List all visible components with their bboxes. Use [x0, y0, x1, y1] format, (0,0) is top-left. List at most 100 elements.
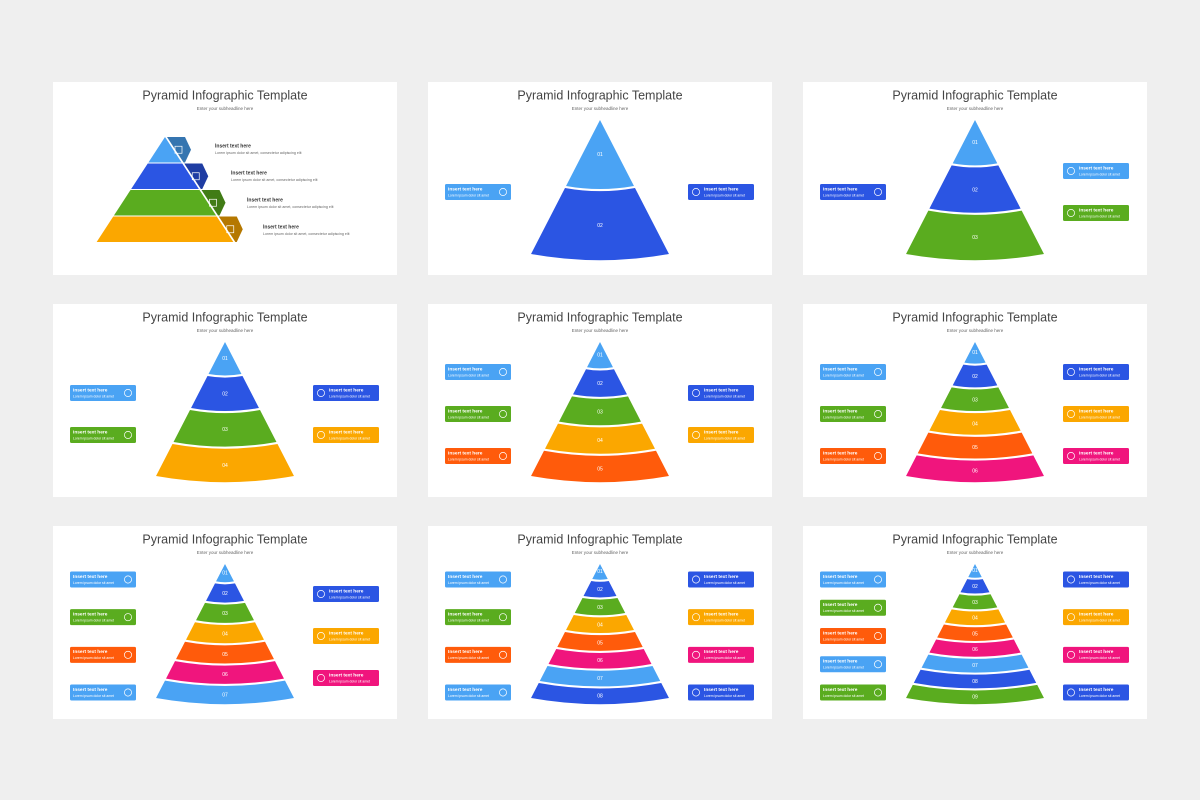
pyramid-layer — [96, 216, 234, 242]
callout-icon — [499, 688, 507, 697]
slide-title: Pyramid Infographic Template — [142, 310, 307, 324]
layer-label: 01 — [597, 152, 603, 158]
pyramid-layer — [531, 450, 669, 483]
callout-icon — [499, 575, 507, 584]
callout-title: Insert text here — [215, 143, 251, 149]
callout-title: Insert text here — [329, 672, 364, 678]
callout-icon — [874, 632, 882, 640]
callout-text: Lorem ipsum dolor sit amet — [823, 457, 864, 461]
callout-text: Lorem ipsum dolor sit amet, consectetur … — [215, 151, 302, 155]
callout-text: Lorem ipsum dolor sit amet — [448, 656, 489, 660]
callout-title: Insert text here — [73, 429, 108, 435]
layer-label: 02 — [597, 223, 603, 229]
slide: Pyramid Infographic Template Enter your s… — [803, 82, 1147, 275]
pyramid-layer — [944, 609, 1006, 626]
callout-icon — [499, 410, 507, 418]
pyramid-layer — [559, 396, 641, 426]
callout-text: Lorem ipsum dolor sit amet — [448, 619, 489, 623]
layer-label: 03 — [972, 398, 978, 404]
callout-text: Lorem ipsum dolor sit amet — [448, 193, 489, 197]
callout-title: Insert text here — [73, 387, 108, 393]
layer-label: 07 — [972, 663, 978, 669]
callout-icon — [124, 688, 132, 697]
callout-title: Insert text here — [448, 408, 483, 414]
layer-label: 01 — [972, 140, 978, 146]
callout-title: Insert text here — [448, 574, 483, 580]
callout-title: Insert text here — [704, 387, 739, 393]
callout-text: Lorem ipsum dolor sit amet — [1079, 656, 1120, 660]
callout-title: Insert text here — [329, 588, 364, 594]
layer-label: 03 — [222, 427, 228, 433]
pyramid-layer — [952, 120, 998, 166]
callout-title: Insert text here — [704, 649, 739, 655]
callout-box — [70, 684, 136, 701]
callout-title: Insert text here — [448, 450, 483, 456]
tab-icon — [226, 225, 235, 234]
callout-text: Lorem ipsum dolor sit amet, consectetur … — [247, 205, 334, 209]
callout-box — [820, 656, 886, 673]
callout-box — [1063, 364, 1129, 380]
callout-title: Insert text here — [823, 687, 858, 693]
callout-icon — [1067, 452, 1075, 460]
callout-title: Insert text here — [1079, 687, 1114, 693]
pyramid-layer — [913, 669, 1037, 689]
pyramid-layer — [952, 594, 998, 610]
layer-label: 02 — [222, 392, 228, 398]
slide-subtitle: Enter your subheadline here — [197, 106, 254, 111]
callout-icon — [124, 613, 132, 622]
callout-text: Lorem ipsum dolor sit amet — [329, 679, 370, 683]
pyramid-layer — [531, 683, 669, 705]
pyramid-layer — [186, 622, 264, 644]
callout-title: Insert text here — [448, 366, 483, 372]
callout-text: Lorem ipsum dolor sit amet — [73, 656, 114, 660]
pyramid-layer — [113, 190, 217, 216]
layer-label: 01 — [597, 353, 603, 359]
callout-icon — [124, 650, 132, 659]
pyramid-layer — [906, 455, 1044, 483]
slide-subtitle: Enter your subheadline here — [197, 550, 254, 555]
slide-title: Pyramid Infographic Template — [517, 310, 682, 324]
callout-box — [70, 427, 136, 443]
callout-title: Insert text here — [823, 630, 858, 636]
callout-box — [313, 427, 379, 443]
callout-title: Insert text here — [823, 659, 858, 665]
layer-label: 03 — [972, 600, 978, 606]
layer-label: 05 — [597, 466, 603, 472]
callout-text: Lorem ipsum dolor sit amet — [704, 694, 745, 698]
callout-icon — [692, 431, 700, 439]
callout-icon — [317, 674, 325, 682]
layer-label: 06 — [972, 647, 978, 653]
layer-label: 06 — [597, 658, 603, 664]
callout-icon — [874, 688, 882, 697]
slide-card — [53, 82, 397, 275]
callout-box — [1063, 406, 1129, 422]
callout-icon — [1067, 613, 1075, 622]
layer-label: 03 — [972, 235, 978, 241]
callout-icon — [874, 603, 882, 612]
callout-text: Lorem ipsum dolor sit amet — [448, 581, 489, 585]
tab-icon — [191, 172, 200, 181]
layer-label: 07 — [222, 692, 228, 698]
slide-title: Pyramid Infographic Template — [142, 88, 307, 102]
callout-icon — [874, 368, 882, 376]
callout-text: Lorem ipsum dolor sit amet — [704, 619, 745, 623]
callout-box — [313, 385, 379, 401]
layer-tab — [201, 190, 226, 216]
slide: Pyramid Infographic Template Enter your s… — [428, 82, 772, 275]
callout-text: Lorem ipsum dolor sit amet — [1079, 373, 1120, 377]
pyramid-layer — [531, 188, 669, 261]
pyramid-layer — [929, 165, 1021, 213]
pyramid-layer — [156, 680, 294, 705]
callout-text: Lorem ipsum dolor sit amet — [823, 637, 864, 641]
pyramid-layer — [191, 376, 259, 412]
callout-box — [1063, 205, 1129, 221]
callout-box — [313, 586, 379, 602]
callout-box — [70, 571, 136, 588]
slide-title: Pyramid Infographic Template — [517, 532, 682, 546]
layer-label: 08 — [972, 679, 978, 685]
pyramid-layer — [573, 369, 627, 397]
callout-box — [445, 684, 511, 701]
callout-text: Lorem ipsum dolor sit amet, consectetur … — [263, 232, 350, 236]
